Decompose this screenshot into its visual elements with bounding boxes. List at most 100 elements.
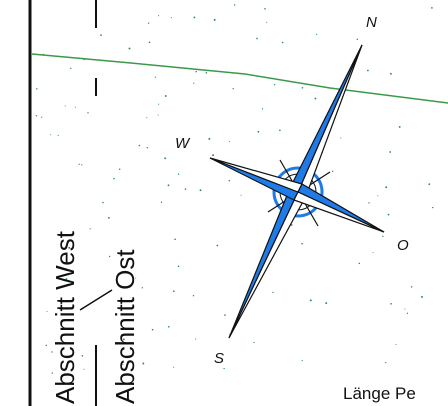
speckle-dot <box>382 235 384 237</box>
speckle-dot <box>387 213 390 216</box>
speckle-dot <box>232 88 234 90</box>
speckle-dot <box>404 308 406 310</box>
speckle-dot <box>395 343 397 345</box>
speckle-dot <box>257 130 260 133</box>
speckle-dot <box>428 183 431 186</box>
speckle-dot <box>87 112 89 114</box>
speckle-dot <box>195 338 197 340</box>
speckle-dot <box>256 37 258 40</box>
speckle-dot <box>154 76 156 78</box>
speckle-dot <box>314 97 317 100</box>
boundary-line <box>31 53 448 104</box>
speckle-dot <box>173 366 175 368</box>
speckle-dot <box>264 8 266 10</box>
speckle-dot <box>135 277 137 279</box>
speckle-dot <box>41 116 43 118</box>
speckle-dot <box>148 41 151 44</box>
speckle-dot <box>192 295 195 297</box>
speckle-dot <box>385 186 388 189</box>
speckle-dot <box>367 69 369 72</box>
speckle-dot <box>102 201 104 204</box>
speckle-dot <box>100 34 102 36</box>
speckle-dot <box>170 17 172 19</box>
speckle-dot <box>147 22 150 24</box>
speckle-dot <box>410 286 413 288</box>
speckle-dot <box>51 372 53 374</box>
speckle-dot <box>216 244 219 247</box>
speckle-dot <box>316 33 318 35</box>
speckle-dot <box>301 87 304 89</box>
speckle-dot <box>199 189 202 192</box>
compass-north-label: N <box>366 14 377 31</box>
compass-west-label: W <box>175 135 190 152</box>
speckle-dot <box>50 134 52 136</box>
speckle-dot <box>368 202 370 204</box>
compass-ring <box>272 166 324 218</box>
speckle-dot <box>138 144 141 147</box>
speckle-dot <box>431 7 433 9</box>
speckle-dot <box>141 287 144 289</box>
speckle-dot <box>46 310 48 313</box>
speckle-dot <box>42 53 45 56</box>
section-label-west: Abschnitt West <box>50 231 80 404</box>
speckle-dot <box>146 146 149 149</box>
speckle-dot <box>122 338 125 341</box>
speckle-dot <box>193 16 196 19</box>
speckle-dot <box>70 67 72 70</box>
speckle-dot <box>233 4 236 6</box>
speckle-dot <box>325 302 328 305</box>
speckle-dot <box>122 363 124 366</box>
speckle-dot <box>390 302 392 305</box>
speckle-dot <box>273 83 276 86</box>
speckle-dot <box>385 361 387 364</box>
speckle-dot <box>167 325 170 328</box>
speckle-dot <box>389 72 392 75</box>
speckle-dot <box>372 252 374 254</box>
speckle-dot <box>146 117 148 119</box>
speckle-dot <box>172 290 175 293</box>
speckle-dot <box>212 154 215 157</box>
speckle-dot <box>128 47 131 50</box>
speckle-dot <box>83 58 85 61</box>
speckle-dot <box>281 41 284 44</box>
speckle-dot <box>229 140 231 143</box>
speckle-dot <box>118 168 121 171</box>
speckle-dot <box>253 341 255 344</box>
compass-east-label: O <box>397 237 409 254</box>
speckle-dot <box>272 291 274 294</box>
speckle-dot <box>331 170 334 172</box>
speckle-dot <box>208 137 211 140</box>
speckle-dot <box>158 15 160 17</box>
speckle-dot <box>223 367 225 370</box>
speckle-dot <box>309 299 312 302</box>
speckle-dot <box>266 21 268 23</box>
speckle-dot <box>78 163 80 165</box>
speckle-dot <box>74 106 76 108</box>
speckle-dot <box>164 157 167 160</box>
speckle-dot <box>240 194 242 196</box>
speckle-dot <box>213 18 216 21</box>
speckle-dot <box>377 195 379 197</box>
speckle-dot <box>158 103 160 105</box>
legend-text: Länge Pe <box>343 384 416 403</box>
speckle-dot <box>193 82 195 84</box>
speckle-dot <box>157 114 159 116</box>
compass-rose <box>209 44 385 339</box>
speckle-dot <box>151 328 154 331</box>
speckle-dot <box>167 184 170 187</box>
speckle-dot <box>389 151 392 153</box>
speckle-dot <box>81 355 84 357</box>
speckle-dot <box>35 115 38 117</box>
speckle-dot <box>108 255 111 258</box>
speckle-dot <box>65 278 68 280</box>
speckle-dot <box>45 344 48 347</box>
speckle-dot <box>177 173 180 175</box>
section-separator <box>79 289 113 311</box>
speckle-dot <box>228 179 231 182</box>
speckle-dot <box>406 312 409 314</box>
speckle-dot <box>432 206 434 209</box>
speckle-dot <box>184 188 187 190</box>
speckle-dot <box>261 108 264 110</box>
speckle-dot <box>195 70 197 73</box>
